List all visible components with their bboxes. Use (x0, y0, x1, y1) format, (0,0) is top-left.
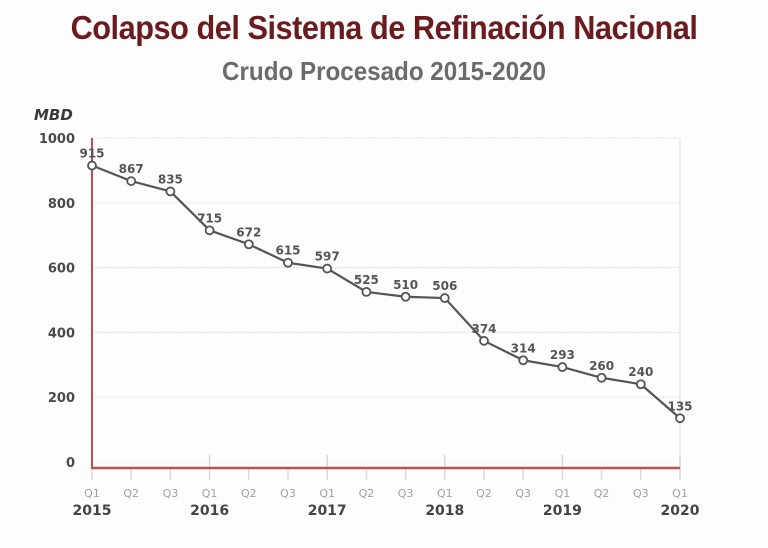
x-year-label: 2015 (73, 503, 112, 519)
data-label: 672 (236, 225, 261, 239)
y-tick-label: 400 (48, 326, 75, 341)
y-tick-label: 600 (48, 262, 75, 277)
x-year-label: 2020 (661, 503, 700, 519)
data-label: 135 (667, 399, 692, 413)
gridlines (92, 137, 681, 468)
x-tick-label: Q3 (280, 487, 296, 500)
data-point (596, 372, 607, 383)
x-tick-label: Q3 (163, 487, 179, 500)
x-tick-label: Q2 (476, 487, 492, 500)
x-year-label: 2018 (425, 503, 464, 519)
data-label: 867 (119, 162, 144, 176)
data-point (675, 413, 685, 424)
data-label: 510 (393, 278, 418, 292)
x-year-label: 2019 (543, 503, 582, 519)
data-label: 314 (511, 341, 536, 355)
data-point (439, 293, 450, 303)
y-tick-label: 1000 (39, 132, 75, 147)
data-label: 240 (628, 365, 653, 379)
data-point (165, 186, 176, 197)
x-year-label: 2016 (190, 503, 229, 519)
axes (91, 138, 680, 470)
x-tick-label: Q2 (123, 487, 139, 500)
data-label: 615 (275, 244, 300, 258)
data-label: 915 (79, 147, 104, 161)
x-tick-label: Q3 (398, 487, 414, 500)
data-point (283, 257, 293, 268)
data-point (87, 160, 97, 171)
series-line (87, 160, 685, 424)
x-tick-label: Q2 (359, 487, 375, 500)
y-tick-label: 200 (48, 391, 75, 406)
data-point (126, 176, 137, 186)
data-point (204, 225, 215, 236)
y-tick-label: 0 (66, 456, 75, 471)
data-point (635, 379, 646, 390)
x-tick-label: Q1 (202, 487, 218, 500)
data-point (518, 355, 529, 366)
data-label: 293 (550, 348, 575, 362)
data-point (400, 291, 411, 302)
data-label: 835 (158, 172, 183, 186)
x-axis-ticks: Q1 Q2 Q3 Q1 Q2 Q3 Q1 Q2 Q3 Q1 Q2 Q3 Q1 Q2 Q3 Q1 2015 2016… (73, 455, 700, 519)
x-tick-label: Q2 (241, 487, 257, 500)
data-point (322, 263, 333, 274)
chart-title: Colapso del Sistema de Refinación Nacion… (70, 9, 698, 46)
x-tick-label: Q1 (319, 487, 335, 500)
chart-subtitle: Crudo Procesado 2015-2020 (222, 56, 546, 86)
series-path (91, 164, 681, 420)
y-axis-unit-label: MBD (34, 106, 73, 124)
x-tick-label: Q3 (515, 487, 531, 500)
x-tick-label: Q3 (633, 487, 649, 500)
x-tick-label: Q1 (672, 487, 688, 500)
data-point (243, 239, 254, 250)
data-point (557, 362, 568, 372)
data-labels: 915 867 835 715 672 615 597 525 510 506 374 314 293 2… (79, 147, 692, 414)
data-label: 525 (354, 273, 379, 287)
x-year-label: 2017 (308, 503, 347, 519)
data-label: 506 (432, 279, 457, 293)
data-label: 260 (589, 359, 614, 373)
y-tick-label: 800 (48, 197, 75, 212)
x-tick-label: Q1 (437, 487, 453, 500)
x-tick-label: Q2 (594, 487, 610, 500)
data-point (479, 335, 489, 346)
x-tick-label: Q1 (555, 487, 571, 500)
y-axis-ticks: 0 200 400 600 800 1000 (39, 132, 75, 471)
data-point (361, 286, 372, 297)
data-label: 597 (315, 250, 340, 264)
x-tick-label: Q1 (84, 487, 100, 500)
data-label: 374 (471, 322, 496, 336)
data-label: 715 (197, 211, 222, 225)
